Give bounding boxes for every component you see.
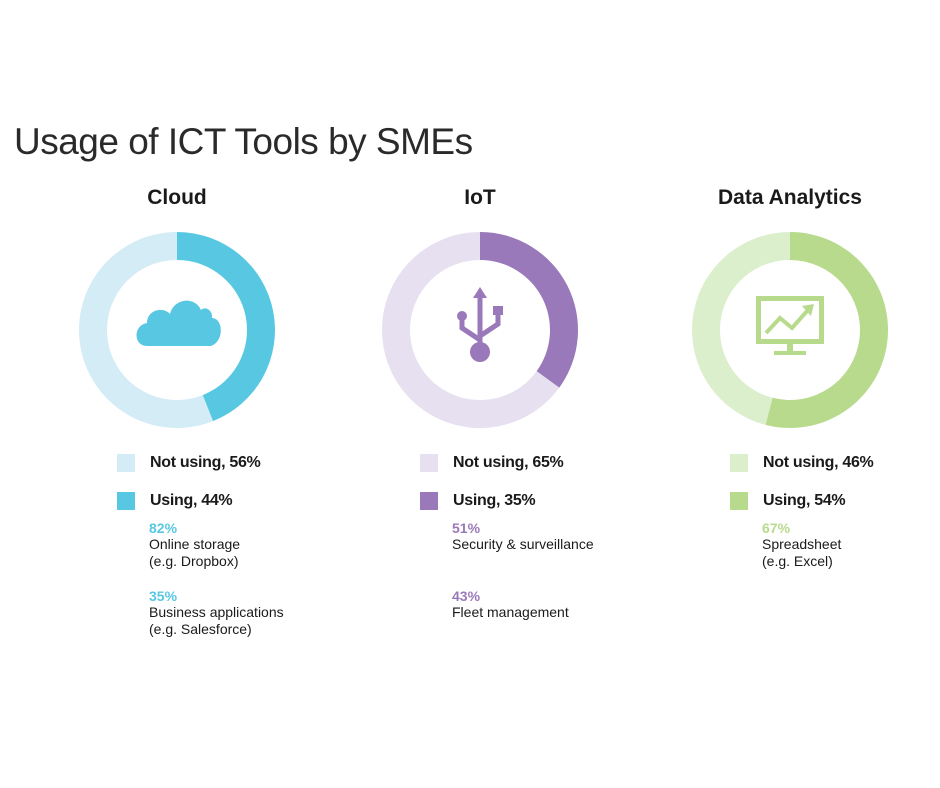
breakdown-item: 67% Spreadsheet (e.g. Excel) bbox=[762, 520, 841, 570]
breakdown-example: (e.g. Dropbox) bbox=[149, 553, 239, 569]
legend-using: Using, 44% bbox=[117, 491, 233, 511]
chart-title: Usage of ICT Tools by SMEs bbox=[14, 121, 473, 162]
legend-not-using: Not using, 65% bbox=[420, 453, 564, 473]
panel-title: Data Analytics bbox=[718, 186, 862, 209]
swatch-using bbox=[730, 492, 748, 510]
swatch-not-using bbox=[420, 454, 438, 472]
legend-using: Using, 54% bbox=[730, 491, 846, 511]
breakdown-item: 82% Online storage (e.g. Dropbox) bbox=[149, 520, 240, 570]
breakdown-percent: 43% bbox=[452, 588, 481, 604]
swatch-using bbox=[117, 492, 135, 510]
legend-label: Not using, 56% bbox=[150, 454, 261, 471]
cloud-donut bbox=[79, 232, 276, 428]
breakdown-label: Fleet management bbox=[452, 604, 569, 620]
usb-icon bbox=[457, 287, 503, 362]
breakdown-label: Security & surveillance bbox=[452, 536, 594, 552]
slice-not-using bbox=[79, 232, 214, 428]
data-analytics-donut bbox=[692, 232, 888, 428]
panel-title: Cloud bbox=[147, 186, 207, 209]
swatch-not-using bbox=[117, 454, 135, 472]
swatch-using bbox=[420, 492, 438, 510]
legend-not-using: Not using, 46% bbox=[730, 453, 874, 473]
breakdown-example: (e.g. Excel) bbox=[762, 553, 833, 569]
breakdown-percent: 35% bbox=[149, 588, 178, 604]
panel-title: IoT bbox=[464, 186, 496, 209]
breakdown-percent: 51% bbox=[452, 520, 481, 536]
swatch-not-using bbox=[730, 454, 748, 472]
legend-label: Not using, 46% bbox=[763, 454, 874, 471]
breakdown-label: Business applications bbox=[149, 604, 284, 620]
cloud-icon bbox=[136, 300, 221, 346]
slice-using bbox=[765, 232, 888, 428]
legend-label: Using, 44% bbox=[150, 492, 233, 509]
breakdown-item: 51% Security & surveillance bbox=[452, 520, 594, 553]
trend-monitor-icon bbox=[756, 296, 824, 355]
breakdown-label: Online storage bbox=[149, 536, 241, 552]
breakdown-percent: 82% bbox=[149, 520, 178, 536]
legend-label: Using, 35% bbox=[453, 492, 536, 509]
legend-label: Not using, 65% bbox=[453, 454, 564, 471]
slice-not-using bbox=[692, 232, 790, 425]
breakdown-item: 35% Business applications (e.g. Salesfor… bbox=[149, 588, 284, 638]
slice-using bbox=[177, 232, 276, 422]
iot-donut bbox=[382, 232, 578, 428]
breakdown-percent: 67% bbox=[762, 520, 791, 536]
legend-not-using: Not using, 56% bbox=[117, 453, 261, 473]
slice-not-using bbox=[382, 232, 560, 428]
legend-using: Using, 35% bbox=[420, 491, 536, 511]
legend-label: Using, 54% bbox=[763, 492, 846, 509]
breakdown-item: 43% Fleet management bbox=[452, 588, 569, 621]
slice-using bbox=[480, 232, 578, 388]
breakdown-label: Spreadsheet bbox=[762, 536, 842, 552]
breakdown-example: (e.g. Salesforce) bbox=[149, 621, 252, 637]
